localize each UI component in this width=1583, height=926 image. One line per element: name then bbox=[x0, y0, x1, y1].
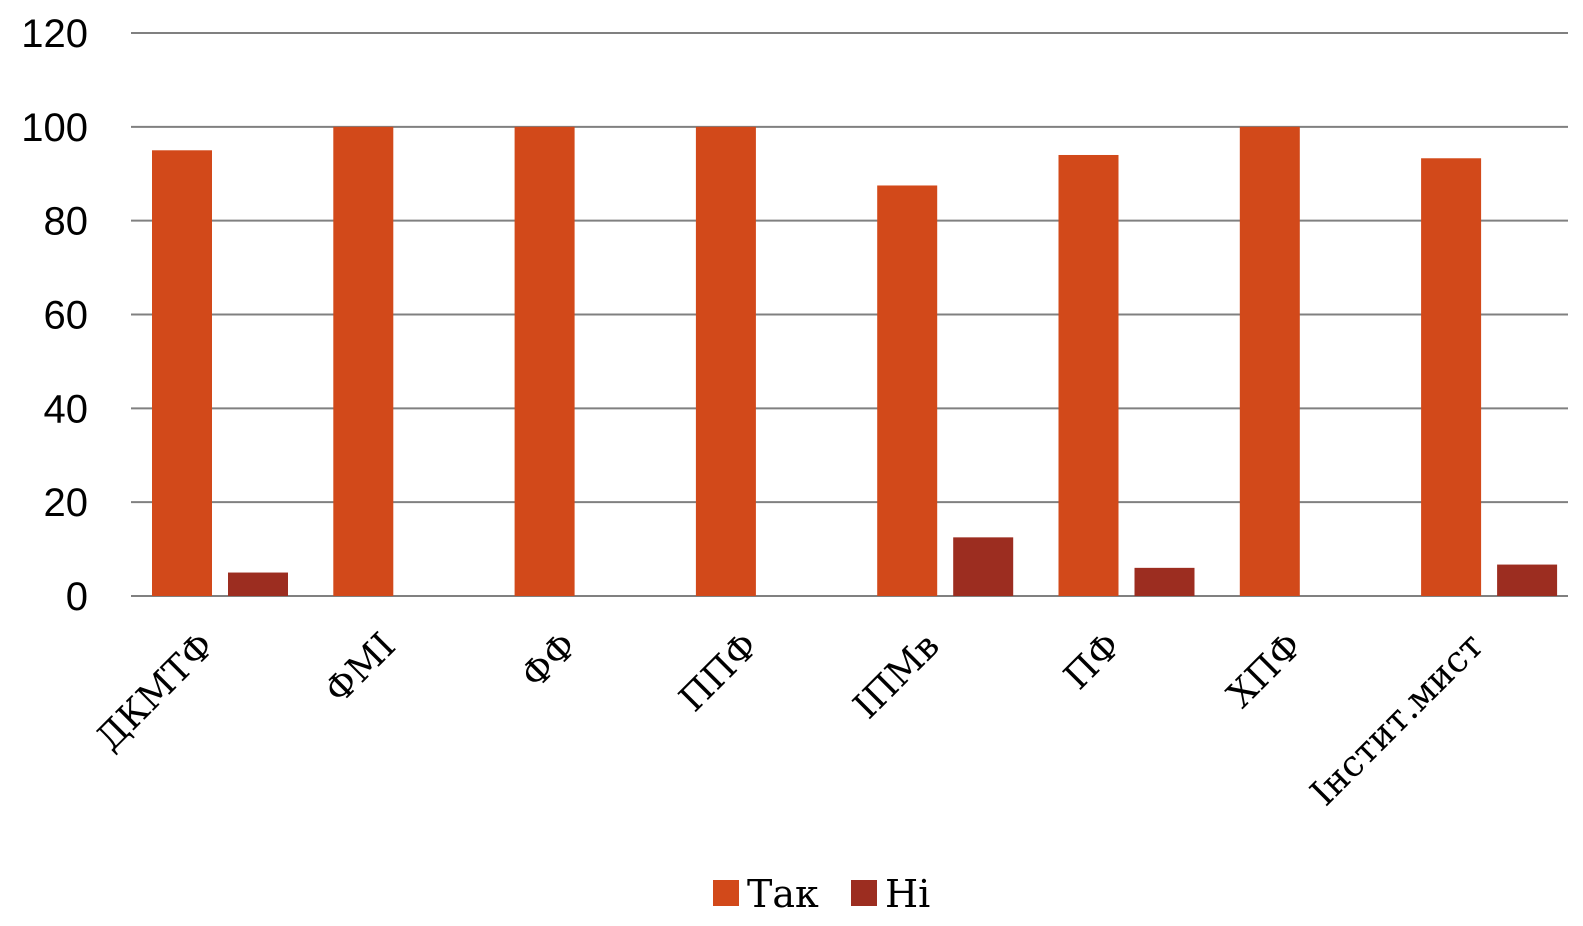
y-axis-ticks: 0 20 40 60 80 100 120 bbox=[21, 12, 88, 619]
bar-tak bbox=[514, 126, 575, 596]
bar-tak bbox=[333, 126, 394, 596]
legend-label: Ні bbox=[885, 872, 930, 916]
bar-tak bbox=[152, 150, 212, 596]
y-tick-label: 80 bbox=[44, 200, 89, 244]
y-tick-label: 120 bbox=[21, 12, 88, 56]
legend: Так Ні bbox=[713, 872, 930, 916]
bar-tak bbox=[1058, 154, 1119, 596]
bar-tak bbox=[1421, 158, 1482, 596]
bar-tak bbox=[877, 185, 938, 596]
bar-ni bbox=[1497, 564, 1558, 596]
y-tick-label: 40 bbox=[44, 387, 89, 431]
y-tick-label: 100 bbox=[21, 106, 88, 150]
y-tick-label: 20 bbox=[44, 481, 89, 525]
bar-tak bbox=[695, 126, 756, 596]
x-tick-label: Інстит.мист bbox=[1303, 625, 1492, 814]
y-tick-label: 0 bbox=[66, 575, 88, 619]
x-tick-label: ХПФ bbox=[1220, 625, 1310, 715]
y-tick-label: 60 bbox=[44, 294, 89, 338]
bars bbox=[152, 126, 1558, 596]
legend-swatch bbox=[713, 880, 739, 906]
bar-ni bbox=[1134, 567, 1195, 596]
x-tick-label: ДКМТФ bbox=[89, 625, 223, 759]
x-tick-label: ПФ bbox=[1057, 625, 1129, 697]
bar-ni bbox=[953, 537, 1014, 596]
x-tick-label: ФМІ bbox=[317, 625, 403, 711]
bar-tak bbox=[1239, 126, 1300, 596]
bar-ni bbox=[228, 572, 288, 596]
x-tick-label: ІПМв bbox=[846, 625, 948, 727]
legend-label: Так bbox=[747, 872, 819, 916]
legend-swatch bbox=[851, 880, 877, 906]
x-tick-label: ФФ bbox=[514, 625, 585, 696]
x-tick-label: ППФ bbox=[672, 625, 767, 720]
